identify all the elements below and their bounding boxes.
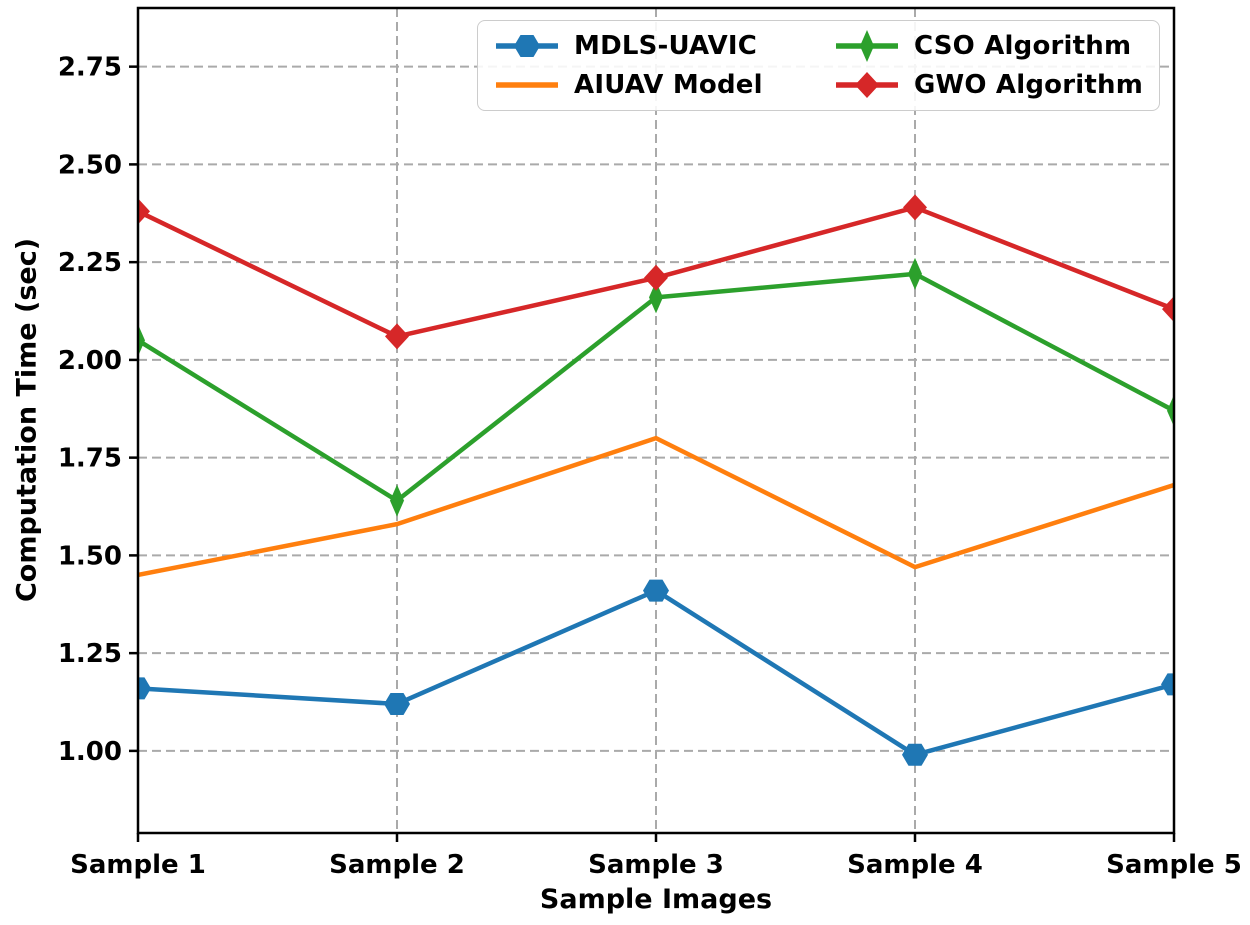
data-point-cso-algorithm-sample-4 (908, 257, 922, 290)
legend-label-gwo-algorithm: GWO Algorithm (913, 70, 1143, 101)
y-tick-label-2.75: 2.75 (58, 53, 122, 83)
y-axis-title: Computation Time (sec) (11, 237, 43, 603)
series-aiuav-model (138, 435, 1174, 578)
x-axis-title: Sample Images (539, 884, 773, 915)
data-point-mdls-uavic-sample-4 (902, 743, 928, 766)
y-tick-label-1.25: 1.25 (58, 639, 122, 669)
data-point-cso-algorithm-sample-3 (649, 281, 663, 314)
data-point-mdls-uavic-sample-2 (384, 692, 410, 715)
legend-entry-cso-algorithm: CSO Algorithm (834, 26, 1143, 65)
data-point-mdls-uavic-sample-5 (1161, 673, 1174, 696)
series-line-aiuav-model (138, 435, 1174, 578)
legend-swatch-aiuav-model (496, 82, 558, 88)
legend-swatch-mdls-uavic (496, 34, 558, 57)
series-gwo-algorithm (138, 194, 1174, 350)
legend-swatch-gwo-algorithm (835, 72, 898, 99)
legend-swatch-cso-algorithm (835, 29, 898, 62)
chart-legend: MDLS-UAVIC CSO Algorithm AIUAV Model GWO… (477, 20, 1160, 111)
y-tick-label-2.00: 2.00 (58, 346, 122, 376)
legend-marker-gwo-algorithm (854, 72, 879, 99)
y-tick-label-2.25: 2.25 (58, 248, 122, 278)
x-tick-label-sample-3: Sample 3 (588, 850, 724, 880)
legend-label-aiuav-model: AIUAV Model (574, 70, 763, 101)
x-tick-label-sample-5: Sample 5 (1106, 850, 1242, 880)
legend-marker-cso-algorithm (859, 29, 874, 62)
x-tick-label-sample-1: Sample 1 (70, 850, 206, 880)
legend-marker-mdls-uavic (514, 34, 540, 57)
x-tick-label-sample-4: Sample 4 (847, 850, 983, 880)
y-tick-label-2.50: 2.50 (58, 150, 122, 180)
plot-border (136, 6, 1176, 835)
y-tick-label-1.00: 1.00 (58, 737, 122, 767)
data-point-gwo-algorithm-sample-1 (138, 198, 150, 225)
data-point-cso-algorithm-sample-2 (390, 484, 404, 517)
data-point-gwo-algorithm-sample-3 (644, 264, 668, 291)
legend-label-cso-algorithm: CSO Algorithm (913, 30, 1132, 61)
data-point-mdls-uavic-sample-3 (643, 579, 669, 602)
data-point-cso-algorithm-sample-5 (1167, 394, 1174, 427)
data-point-mdls-uavic-sample-1 (138, 677, 151, 700)
legend-entry-gwo-algorithm: GWO Algorithm (834, 66, 1143, 105)
y-tick-label-1.50: 1.50 (58, 541, 122, 571)
series-mdls-uavic (138, 579, 1174, 766)
data-point-cso-algorithm-sample-1 (138, 324, 145, 357)
legend-entry-mdls-uavic: MDLS-UAVIC (494, 26, 763, 65)
series-cso-algorithm (138, 257, 1174, 517)
x-tick-label-sample-2: Sample 2 (329, 850, 465, 880)
legend-entry-aiuav-model: AIUAV Model (494, 66, 763, 105)
y-tick-label-1.75: 1.75 (58, 444, 122, 474)
data-point-gwo-algorithm-sample-4 (903, 194, 927, 221)
legend-label-mdls-uavic: MDLS-UAVIC (574, 30, 758, 61)
data-point-gwo-algorithm-sample-2 (385, 323, 409, 350)
data-point-gwo-algorithm-sample-5 (1162, 296, 1174, 323)
